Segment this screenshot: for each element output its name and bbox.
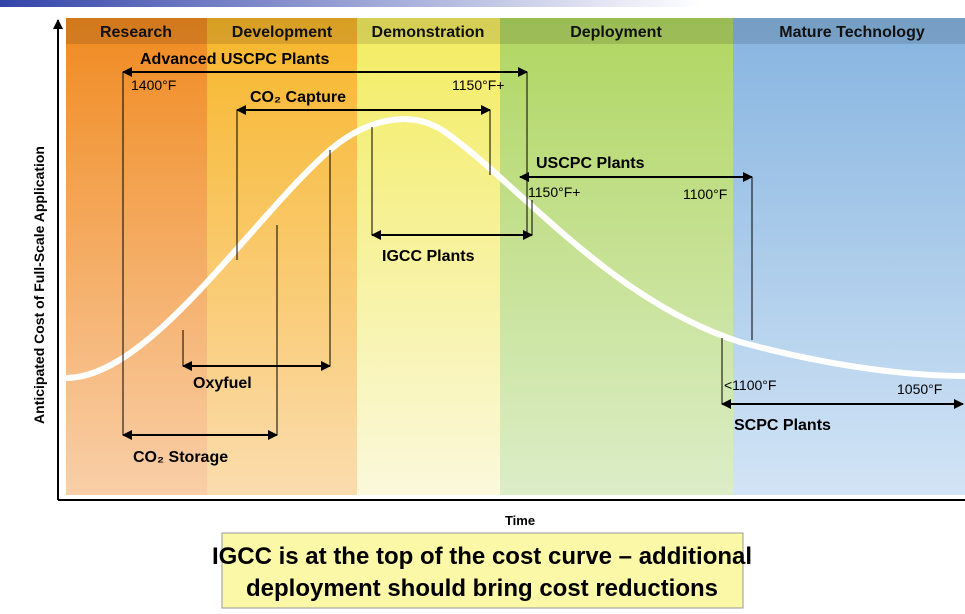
temp-label: <1100°F (724, 377, 776, 393)
phase-bg (66, 18, 207, 495)
temp-label: 1100°F (683, 186, 727, 202)
phase-label: Mature Technology (779, 24, 925, 41)
message-box (221, 532, 744, 609)
phase-bg (733, 18, 965, 495)
tech-label: Oxyfuel (193, 375, 252, 392)
tech-label: Advanced USCPC Plants (140, 51, 329, 68)
phase-bg (500, 18, 733, 495)
brackets (122, 67, 964, 440)
phase-label: Research (100, 24, 172, 41)
tech-label: USCPC Plants (536, 155, 645, 172)
tech-label: SCPC Plants (734, 417, 831, 434)
phase-bg (357, 18, 500, 495)
temp-label: 1050°F (897, 381, 942, 397)
tech-label: CO₂ Storage (133, 449, 228, 466)
phase-label: Demonstration (372, 24, 485, 41)
tech-label: IGCC Plants (382, 248, 475, 265)
y-axis-label: Anticipated Cost of Full-Scale Applicati… (31, 146, 47, 424)
cost-curve (65, 116, 965, 381)
temp-label: 1150°F+ (452, 77, 504, 93)
x-axis-label: Time (505, 513, 535, 528)
temp-label: 1150°F+ (528, 184, 580, 200)
message-line: IGCC is at the top of the cost curve – a… (212, 543, 752, 570)
phase-columns (66, 18, 965, 495)
header-band (66, 18, 965, 44)
phase-label: Development (232, 24, 333, 41)
top-bar (0, 0, 700, 7)
temp-label: 1400°F (131, 77, 176, 93)
phase-label: Deployment (570, 24, 662, 41)
tech-label: CO₂ Capture (250, 89, 346, 106)
message-line: deployment should bring cost reductions (246, 575, 718, 602)
